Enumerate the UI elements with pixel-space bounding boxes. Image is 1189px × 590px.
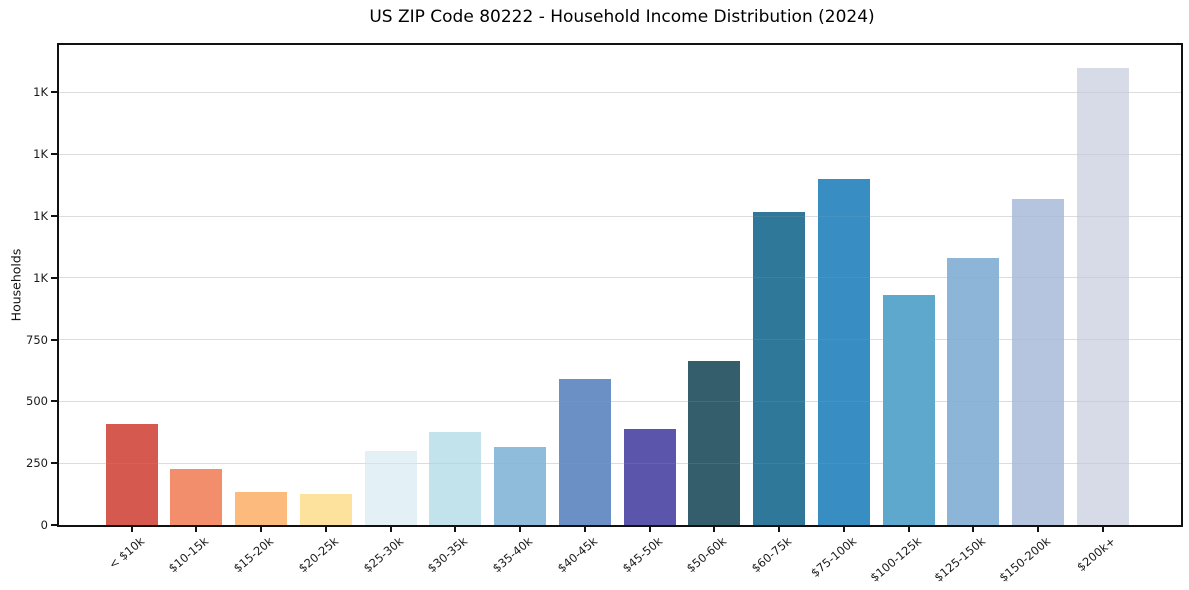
gridline-overlay xyxy=(59,462,1181,464)
gridline xyxy=(59,91,1181,93)
x-tick-mark xyxy=(1101,527,1104,532)
y-tick-label: 750 xyxy=(26,332,48,347)
bar-$60-75k xyxy=(753,212,806,525)
gridline xyxy=(59,339,1181,341)
gridline-overlay xyxy=(59,215,1181,217)
y-tick-mark xyxy=(51,462,57,465)
bar-$200k+ xyxy=(1076,67,1129,525)
y-tick-label: 1K xyxy=(33,270,48,285)
x-tick-mark xyxy=(648,527,651,532)
y-tick-mark xyxy=(51,400,57,403)
bar-$10-15k xyxy=(170,469,223,525)
y-tick-label: 1K xyxy=(33,209,48,224)
y-tick-label: 1K xyxy=(33,85,48,100)
x-tick-mark xyxy=(195,527,198,532)
y-tick-label: 1K xyxy=(33,147,48,162)
y-tick-mark xyxy=(51,338,57,341)
gridline xyxy=(59,215,1181,217)
x-tick-label: < $10k xyxy=(105,534,147,572)
x-tick-mark xyxy=(1037,527,1040,532)
plot-area xyxy=(57,43,1183,527)
gridline-overlay xyxy=(59,400,1181,402)
gridline-overlay xyxy=(59,153,1181,155)
y-tick-mark xyxy=(51,524,57,526)
bar-$25-30k xyxy=(364,450,417,525)
x-tick-mark xyxy=(842,527,845,532)
x-tick-mark xyxy=(907,527,910,532)
x-tick-mark xyxy=(713,527,716,532)
bar-$100-125k xyxy=(882,295,935,525)
bar-$20-25k xyxy=(299,494,352,525)
x-tick-mark xyxy=(583,527,586,532)
bar-$15-20k xyxy=(235,491,288,525)
y-tick-mark xyxy=(51,215,57,218)
bar-$125-150k xyxy=(947,258,1000,525)
chart-title: US ZIP Code 80222 - Household Income Dis… xyxy=(369,7,875,27)
x-tick-mark xyxy=(519,527,522,532)
bar-$75-100k xyxy=(817,178,870,525)
y-tick-mark xyxy=(51,91,57,94)
x-tick-mark xyxy=(778,527,781,532)
gridline xyxy=(59,462,1181,464)
bar-< $10k xyxy=(105,423,158,525)
gridline-overlay xyxy=(59,339,1181,341)
y-tick-label: 0 xyxy=(40,518,48,532)
bar-$150-200k xyxy=(1012,198,1065,525)
bar-$30-35k xyxy=(429,432,482,525)
y-tick-mark xyxy=(51,276,57,279)
x-tick-mark xyxy=(454,527,457,532)
x-tick-mark xyxy=(324,527,327,532)
gridline-overlay xyxy=(59,91,1181,93)
gridline xyxy=(59,153,1181,155)
bar-$40-45k xyxy=(558,379,611,525)
gridline-overlay xyxy=(59,277,1181,279)
y-tick-label: 250 xyxy=(26,456,48,471)
bar-$50-60k xyxy=(688,360,741,525)
bar-$45-50k xyxy=(623,428,676,525)
bar-$35-40k xyxy=(494,447,547,525)
x-tick-mark xyxy=(389,527,392,532)
gridline xyxy=(59,277,1181,279)
x-tick-mark xyxy=(130,527,133,532)
y-tick-label: 500 xyxy=(26,394,48,409)
x-tick-mark xyxy=(972,527,975,532)
gridline xyxy=(59,400,1181,402)
x-tick-mark xyxy=(260,527,263,532)
y-tick-mark xyxy=(51,153,57,156)
